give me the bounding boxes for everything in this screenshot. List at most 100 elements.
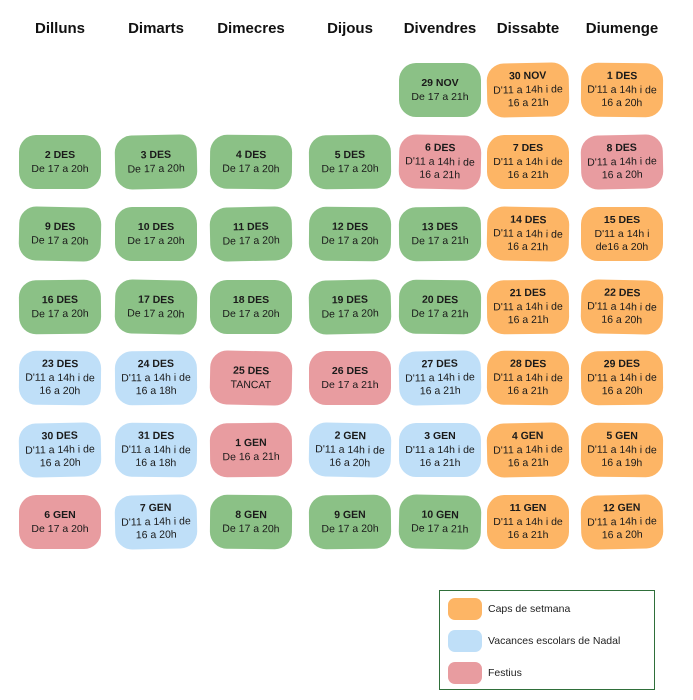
day-hours: D'11 a 14h i de 16 a 20h	[587, 83, 657, 110]
day-hours: D'11 a 14h i de 16 a 20h	[587, 371, 657, 398]
legend-swatch-weekends	[448, 598, 482, 620]
calendar-day-cell: 4 GEN D'11 a 14h i de 16 a 21h	[486, 422, 570, 478]
day-hours: D'11 a 14h i de 16 a 20h	[25, 371, 95, 398]
calendar-day-cell: 27 DES D'11 a 14h i de 16 a 21h	[398, 350, 482, 406]
calendar-day-cell: 1 GEN De 16 a 21h	[209, 422, 293, 478]
calendar-day-cell: 4 DES De 17 a 20h	[209, 134, 293, 190]
day-hours: D'11 a 14h i de 16 a 21h	[405, 371, 475, 398]
day-hours: De 17 a 20h	[321, 306, 379, 321]
day-date: 27 DES	[421, 357, 458, 371]
day-date: 8 GEN	[235, 508, 267, 521]
day-date: 3 GEN	[424, 430, 456, 442]
day-date: 23 DES	[41, 357, 79, 371]
day-header-6: Diumenge	[585, 20, 659, 37]
day-date: 31 DES	[137, 429, 175, 443]
calendar-day-cell: 16 DES De 17 a 20h	[18, 279, 102, 335]
day-date: 11 DES	[232, 220, 269, 233]
day-hours: De 17 a 20h	[31, 162, 89, 175]
day-date: 3 DES	[140, 148, 172, 161]
day-hours: D'11 a 14h i de 16 a 20h	[587, 515, 657, 542]
legend-swatch-school-holidays	[448, 630, 482, 652]
day-hours: D'11 a 14h i de 16 a 20h	[315, 443, 385, 470]
calendar-day-cell: 11 GEN D'11 a 14h i de 16 a 21h	[487, 495, 569, 549]
day-date: 6 DES	[424, 141, 456, 155]
day-date: 10 DES	[137, 220, 175, 233]
day-date: 12 DES	[331, 220, 369, 233]
calendar-day-cell: 23 DES D'11 a 14h i de 16 a 20h	[18, 350, 102, 406]
calendar-grid: Dilluns Dimarts Dimecres Dijous Divendres Dis…	[18, 20, 664, 550]
day-hours: D'11 a 14h i de 16 a 21h	[405, 444, 475, 469]
calendar-day-cell: 20 DES De 17 a 21h	[398, 279, 482, 335]
day-date: 30 NOV	[508, 69, 547, 83]
day-date: 1 GEN	[235, 436, 267, 449]
day-date: 4 DES	[235, 148, 267, 161]
day-hours: De 17 a 20h	[222, 522, 280, 535]
day-date: 29 DES	[603, 357, 641, 371]
day-date: 13 DES	[421, 220, 459, 233]
day-hours: De 17 a 21h	[411, 521, 469, 536]
calendar-day-cell: 3 DES De 17 a 20h	[114, 134, 198, 190]
calendar-day-cell: 31 DES D'11 a 14h i de 16 a 18h	[114, 422, 198, 478]
day-hours: De 17 a 20h	[222, 162, 280, 175]
day-hours: De 17 a 21h	[411, 90, 469, 103]
day-date: 5 DES	[334, 148, 366, 161]
day-date: 18 DES	[232, 293, 270, 306]
legend-item-public-holidays: Festius	[448, 662, 522, 684]
day-hours: De 17 a 20h	[127, 306, 185, 321]
calendar-day-cell: 17 DES De 17 a 20h	[114, 279, 198, 335]
day-hours: D'11 a 14h i de 16 a 21h	[493, 300, 563, 327]
calendar-day-cell: 1 DES D'11 a 14h i de 16 a 20h	[580, 62, 664, 118]
legend-item-weekends: Caps de setmana	[448, 598, 570, 620]
day-hours: D'11 a 14h i de 16 a 21h	[405, 155, 475, 182]
day-hours: De 17 a 20h	[31, 233, 89, 248]
day-date: 19 DES	[331, 293, 369, 306]
calendar-day-cell: 5 DES De 17 a 20h	[308, 134, 392, 190]
day-hours: D'11 a 14h i de 16 a 20h	[587, 300, 657, 327]
day-date: 6 GEN	[44, 508, 76, 521]
day-date: 2 GEN	[334, 429, 367, 443]
day-date: 5 GEN	[606, 429, 638, 443]
day-hours: De 17 a 20h	[321, 522, 379, 535]
day-header-2: Dimecres	[217, 20, 285, 37]
day-date: 1 DES	[606, 69, 638, 83]
legend: Caps de setmana Vacances escolars de Nad…	[439, 590, 655, 690]
day-date: 17 DES	[137, 293, 175, 306]
calendar-day-cell: 28 DES D'11 a 14h i de 16 a 21h	[486, 350, 570, 406]
day-hours: De 17 a 20h	[31, 522, 89, 535]
day-date: 20 DES	[421, 293, 459, 306]
calendar-day-cell: 11 DES De 17 a 20h	[209, 206, 293, 262]
calendar-day-cell: 12 GEN D'11 a 14h i de 16 a 20h	[580, 494, 664, 550]
legend-item-school-holidays: Vacances escolars de Nadal	[448, 630, 620, 652]
day-hours: D'11 a 14h i de 16 a 21h	[493, 83, 563, 110]
legend-label-weekends: Caps de setmana	[488, 603, 571, 615]
calendar-day-cell: 6 GEN De 17 a 20h	[19, 495, 101, 549]
calendar-day-cell: 14 DES D'11 a 14h i de 16 a 21h	[486, 206, 570, 262]
calendar-day-cell: 8 GEN De 17 a 20h	[209, 494, 293, 550]
day-header-3: Dijous	[327, 20, 373, 37]
calendar-day-cell: 21 DES D'11 a 14h i de 16 a 21h	[486, 279, 570, 335]
day-date: 21 DES	[509, 286, 547, 300]
day-header-4: Divendres	[403, 20, 477, 37]
calendar-day-cell: 6 DES D'11 a 14h i de 16 a 21h	[398, 134, 482, 190]
day-hours: D'11 a 14h i de 16 a 21h	[493, 227, 563, 254]
day-date: 12 GEN	[602, 501, 641, 515]
day-date: 11 GEN	[509, 502, 547, 514]
day-date: 16 DES	[41, 293, 79, 306]
calendar-day-cell: 29 DES D'11 a 14h i de 16 a 20h	[580, 350, 664, 406]
calendar-day-cell: 25 DES TANCAT	[209, 350, 293, 406]
day-date: 22 DES	[604, 286, 641, 300]
calendar-day-cell: 2 GEN D'11 a 14h i de 16 a 20h	[308, 422, 392, 478]
day-hours: De 17 a 21h	[321, 378, 379, 391]
calendar-day-cell: 7 DES D'11 a 14h i de 16 a 21h	[487, 135, 569, 189]
day-hours: De 16 a 21h	[222, 450, 280, 463]
day-date: 26 DES	[331, 364, 369, 377]
day-hours: D'11 a 14h i de 16 a 18h	[121, 371, 191, 398]
day-date: 14 DES	[510, 213, 547, 227]
calendar-day-cell: 29 NOV De 17 a 21h	[399, 63, 481, 117]
day-date: 25 DES	[232, 364, 270, 377]
day-date: 7 DES	[512, 142, 544, 154]
day-date: 7 GEN	[139, 501, 172, 515]
calendar-day-cell: 7 GEN D'11 a 14h i de 16 a 20h	[114, 494, 198, 550]
day-hours: De 17 a 20h	[222, 233, 280, 248]
day-date: 9 DES	[44, 220, 76, 233]
